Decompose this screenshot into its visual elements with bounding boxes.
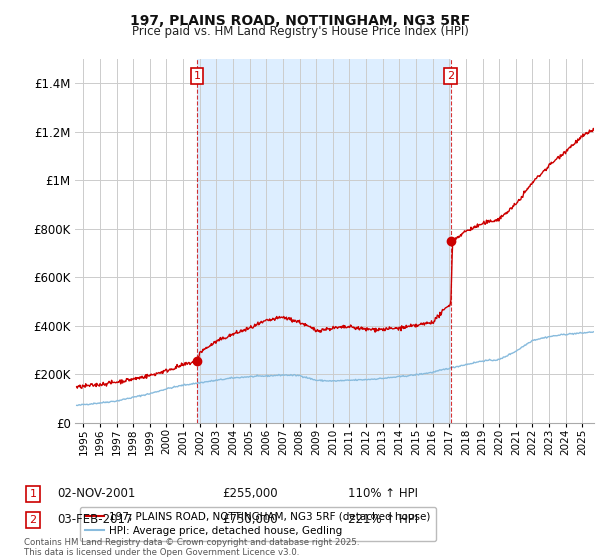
Text: 1: 1	[29, 489, 37, 499]
Legend: 197, PLAINS ROAD, NOTTINGHAM, NG3 5RF (detached house), HPI: Average price, deta: 197, PLAINS ROAD, NOTTINGHAM, NG3 5RF (d…	[80, 507, 436, 542]
Text: 2: 2	[447, 71, 454, 81]
Text: 197, PLAINS ROAD, NOTTINGHAM, NG3 5RF: 197, PLAINS ROAD, NOTTINGHAM, NG3 5RF	[130, 14, 470, 28]
Text: 221% ↑ HPI: 221% ↑ HPI	[348, 513, 418, 526]
Text: £255,000: £255,000	[222, 487, 278, 501]
Text: 1: 1	[194, 71, 200, 81]
Text: 03-FEB-2017: 03-FEB-2017	[57, 513, 133, 526]
Text: 110% ↑ HPI: 110% ↑ HPI	[348, 487, 418, 501]
Text: £750,000: £750,000	[222, 513, 278, 526]
Bar	[197, 59, 451, 423]
Text: 2: 2	[29, 515, 37, 525]
Text: 02-NOV-2001: 02-NOV-2001	[57, 487, 136, 501]
Text: Price paid vs. HM Land Registry's House Price Index (HPI): Price paid vs. HM Land Registry's House …	[131, 25, 469, 38]
Text: Contains HM Land Registry data © Crown copyright and database right 2025.
This d: Contains HM Land Registry data © Crown c…	[24, 538, 359, 557]
